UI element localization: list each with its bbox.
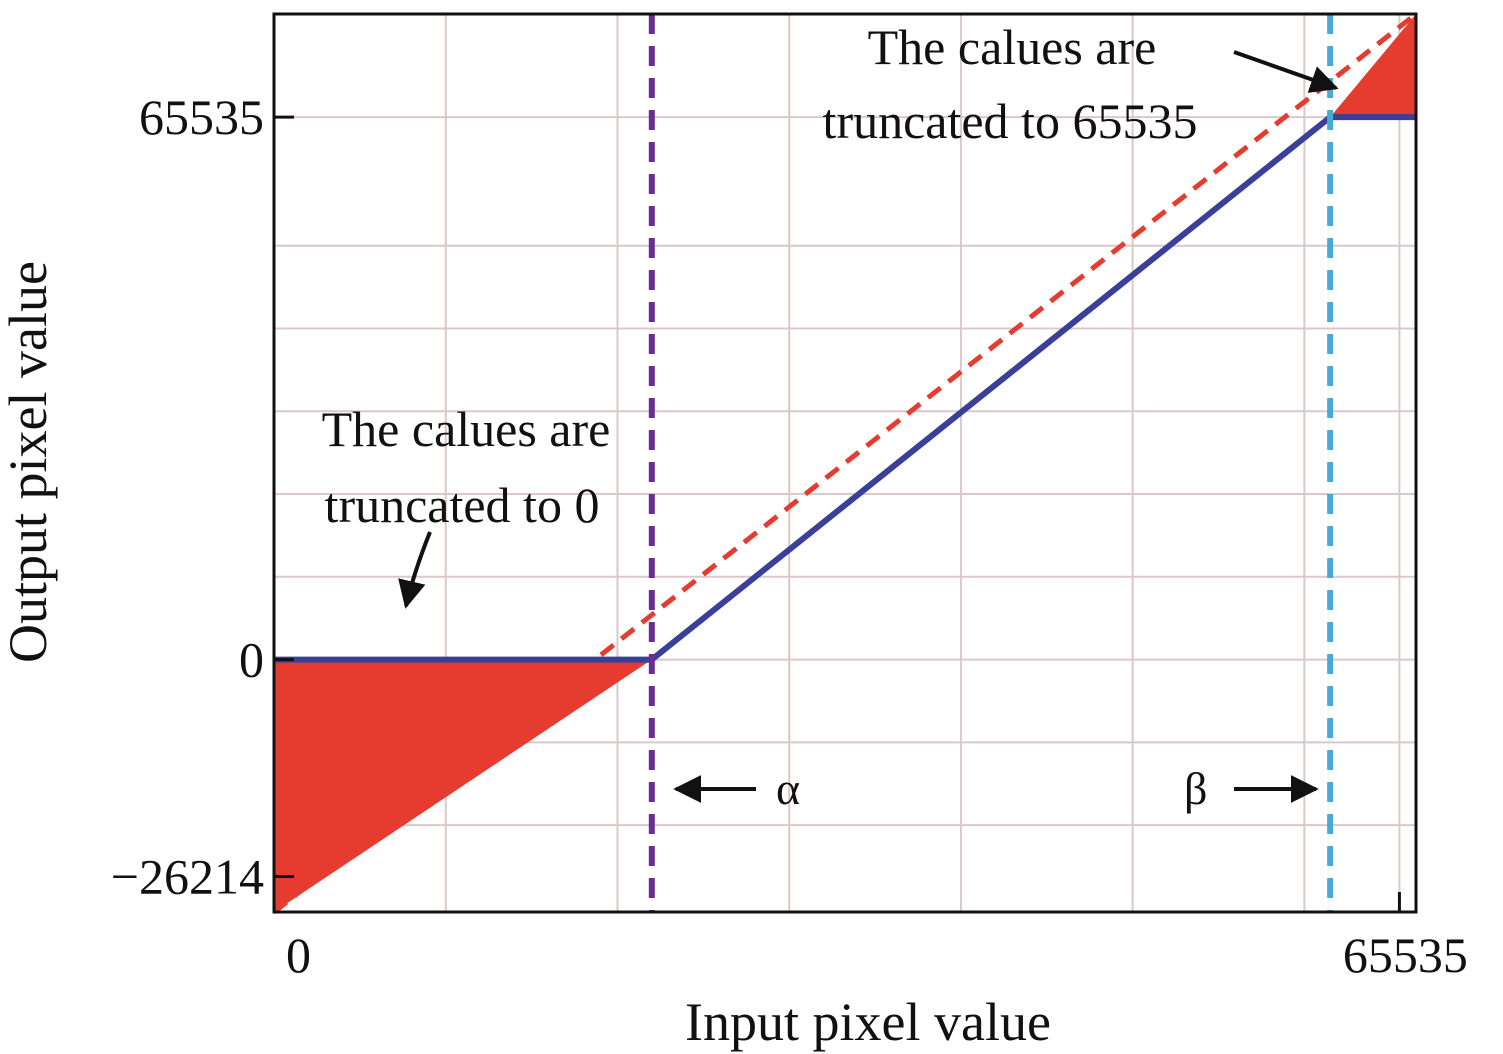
annotation-top-arrow bbox=[1233, 50, 1339, 93]
plot-frame bbox=[272, 12, 1418, 914]
x-tick-label: 0 bbox=[286, 927, 311, 983]
axis-ticks: 65535 0 −26214 0 65535 bbox=[111, 89, 1468, 983]
annotation-bottom-line1: The calues are bbox=[322, 401, 611, 457]
clipped-output-line bbox=[274, 114, 1416, 663]
y-tick-label: 0 bbox=[239, 632, 264, 688]
x-axis-title: Input pixel value bbox=[685, 992, 1051, 1052]
y-tick-label: −26214 bbox=[111, 849, 264, 905]
alpha-label: α bbox=[776, 763, 800, 814]
y-axis-title: Output pixel value bbox=[0, 261, 58, 663]
threshold-lines bbox=[648, 14, 1334, 912]
truncated-region-low bbox=[274, 659, 652, 912]
truncated-region-high bbox=[1330, 14, 1416, 118]
annotation-top-line2: truncated to 65535 bbox=[823, 93, 1198, 149]
x-tick-label: 65535 bbox=[1343, 927, 1468, 983]
y-tick-label: 65535 bbox=[139, 89, 264, 145]
truncated-areas bbox=[274, 14, 1416, 912]
annotation-bottom-line2: truncated to 0 bbox=[325, 477, 600, 533]
annotation-top-line1: The calues are bbox=[868, 19, 1157, 75]
ideal-output-line bbox=[272, 12, 1418, 914]
series-lines bbox=[272, 12, 1418, 914]
beta-label: β bbox=[1184, 763, 1207, 814]
annotation-bottom-arrow bbox=[398, 531, 432, 609]
